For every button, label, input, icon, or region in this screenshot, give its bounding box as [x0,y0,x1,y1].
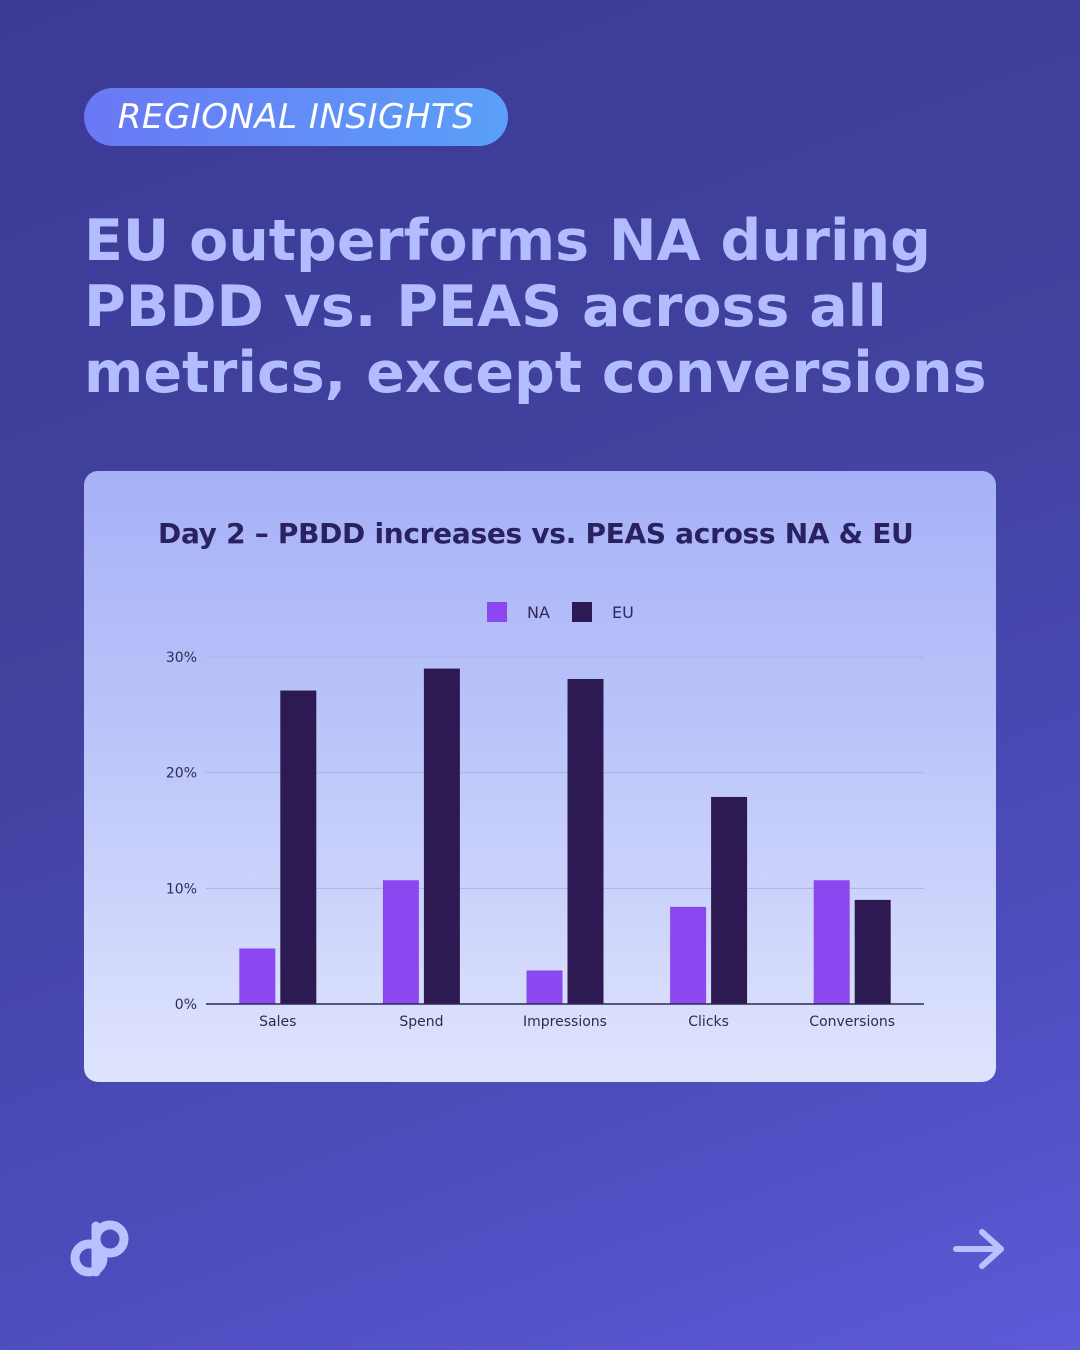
bar-eu-clicks [711,796,748,1004]
bar-na-clicks [670,906,707,1004]
y-tick-label: 30% [166,650,197,666]
brand-logo-icon[interactable] [70,1218,134,1282]
bar-na-impressions [526,970,563,1004]
chart-card: Day 2 – PBDD increases vs. PEAS across N… [84,471,996,1082]
bar-na-conversions [813,880,850,1004]
x-tick-label: Clicks [688,1014,729,1030]
arrow-right-icon[interactable] [952,1226,1008,1272]
bar-eu-impressions [567,678,604,1004]
bar-eu-sales [280,690,317,1004]
legend-label-na: NA [527,603,550,622]
bar-na-sales [239,948,276,1004]
legend-swatch-eu [572,602,592,622]
y-tick-label: 20% [166,766,197,782]
legend-swatch-na [487,602,507,622]
y-tick-label: 0% [175,997,197,1013]
bar-eu-spend [423,668,460,1004]
legend-label-eu: EU [612,603,634,622]
bar-eu-conversions [854,899,891,1004]
x-tick-label: Sales [259,1014,296,1030]
category-tag: REGIONAL INSIGHTS [84,88,508,146]
bar-na-spend [382,880,419,1004]
y-tick-label: 10% [166,881,197,897]
x-tick-label: Impressions [523,1014,607,1030]
x-tick-label: Spend [399,1014,443,1030]
bar-chart: 0% 10% 20% 30% Sales Spend Impressions Clicks Co… [166,602,924,1030]
headline: EU outperforms NA during PBDD vs. PEAS a… [84,208,987,406]
chart-title: Day 2 – PBDD increases vs. PEAS across N… [158,517,914,550]
x-tick-label: Conversions [809,1014,895,1030]
